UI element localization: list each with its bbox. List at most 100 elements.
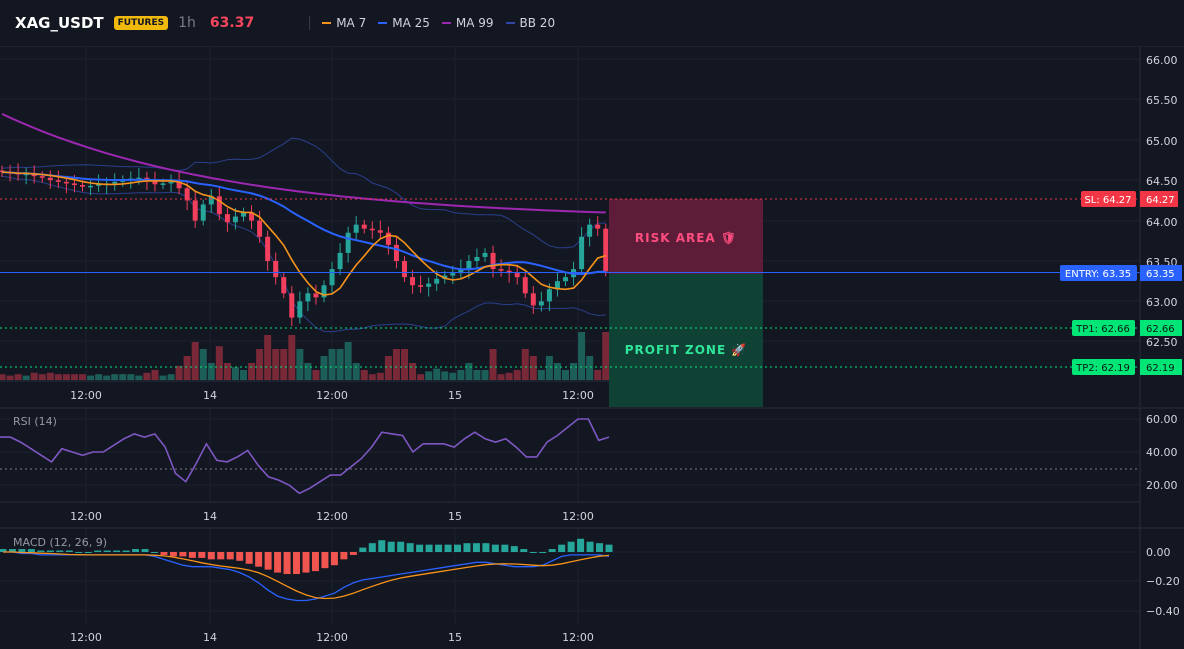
tp2-tag-bg [1072,359,1135,375]
time-label: 12:00 [70,631,102,644]
macd-histogram-bar [18,549,26,552]
profit-zone[interactable] [609,274,763,407]
volume-bar [183,356,191,380]
volume-bar [360,370,368,380]
time-label: 15 [448,389,462,402]
volume-bar [537,370,545,380]
tp1-tag-label: TP1: 62.66 [1075,324,1130,335]
candle-body [514,273,520,278]
header-divider [309,16,311,30]
macd-histogram-bar [311,552,319,572]
volume-bar [119,374,127,380]
timeframe-selector[interactable]: 1h [178,15,196,31]
macd-histogram-bar [255,552,263,567]
macd-histogram-bar [567,541,575,552]
volume-bar [457,370,465,380]
volume-bar [304,363,312,380]
macd-signal-line [3,551,610,600]
candle-body [587,224,593,237]
macd-histogram-bar [113,550,121,552]
last-price: 63.37 [209,15,255,31]
legend-ma99[interactable]: MA 99 [441,16,494,30]
volume-bar [529,356,537,380]
risk-area-zone[interactable] [609,199,763,274]
volume-bar [167,374,175,380]
legend-ma7-label: MA 7 [336,16,367,30]
entry-tag[interactable]: ENTRY: 63.35 [1060,265,1137,281]
macd-histogram-bar [217,552,225,560]
time-label: 12:00 [562,389,594,402]
price-tick: 62.50 [1146,336,1178,349]
rsi-tick: 40.00 [1146,446,1178,459]
macd-histogram-bar [510,546,518,552]
volume-bar [513,370,521,380]
macd-histogram-bar [596,543,604,552]
symbol-name[interactable]: XAG_USDT [15,14,104,32]
candle-body [136,177,142,180]
legend-ma7[interactable]: MA 7 [322,16,366,30]
tp1-tag[interactable]: TP1: 62.66 [1072,320,1135,336]
macd-histogram-bar [37,550,45,552]
entry-tag-label: ENTRY: 63.35 [1065,269,1131,280]
candle-body [546,289,552,302]
volume-bar [272,349,280,380]
volume-bar [401,349,408,380]
macd-histogram-bar [245,552,253,564]
candle-body [530,293,536,306]
candle-body [273,261,279,278]
candle-body [434,278,440,284]
tp2-tag[interactable]: TP2: 62.19 [1072,359,1135,375]
macd-histogram-bar [207,552,215,560]
candle-body [369,228,375,231]
bb20-swatch [505,22,515,24]
volume-bar [312,370,320,380]
ma25-swatch [378,22,388,24]
macd-axis: 0.00 −0.20 −0.40 [1146,546,1180,618]
volume-bar [30,372,38,380]
macd-histogram-bar [236,552,244,561]
sl-tag[interactable]: SL: 64.27 [1081,191,1136,207]
macd-histogram-bar [274,552,282,573]
candle-body [538,301,544,306]
candle-body [490,252,496,270]
volume-bar [570,363,578,380]
legend-bb20-label: BB 20 [519,16,556,30]
volume-bar [465,363,473,380]
macd-histogram-bar [520,549,528,552]
tp2-tag-label: TP2: 62.19 [1075,363,1130,374]
candle-body [216,196,222,215]
macd-histogram-bar [160,552,168,555]
volume-bar [336,349,344,380]
candle-body [71,183,77,186]
macd-histogram-bar [56,550,64,552]
chart-grid [0,47,1140,625]
price-tick: 64.00 [1146,216,1178,229]
candle-body [200,204,206,221]
volume-bar [264,335,272,380]
volume-bar [143,372,151,380]
candle-body [458,269,464,274]
volume-bar [409,363,417,380]
candlesticks [0,163,609,327]
macd-histogram-bar [0,549,7,552]
bb-lower [1,175,606,333]
candle-body [249,212,255,221]
price-axis[interactable]: 66.00 65.50 65.00 64.50 64.00 63.50 63.0… [1140,54,1182,375]
volume-bar [79,374,86,380]
legend-ma25[interactable]: MA 25 [378,16,430,30]
volume-bar [320,356,328,380]
legend-bb20[interactable]: BB 20 [505,16,556,30]
candle-body [31,173,37,177]
ma99-swatch [441,22,451,24]
candle-body [353,224,359,233]
macd-histogram-bar [283,552,291,575]
macd-histogram-bar [491,544,499,552]
candle-body [96,184,102,186]
time-label: 12:00 [316,389,348,402]
volume-bar [425,371,433,380]
macd-histogram-bar [359,547,367,552]
candle-body [23,173,29,176]
macd-histogram-bar [548,549,556,552]
volume-bar [87,375,95,380]
